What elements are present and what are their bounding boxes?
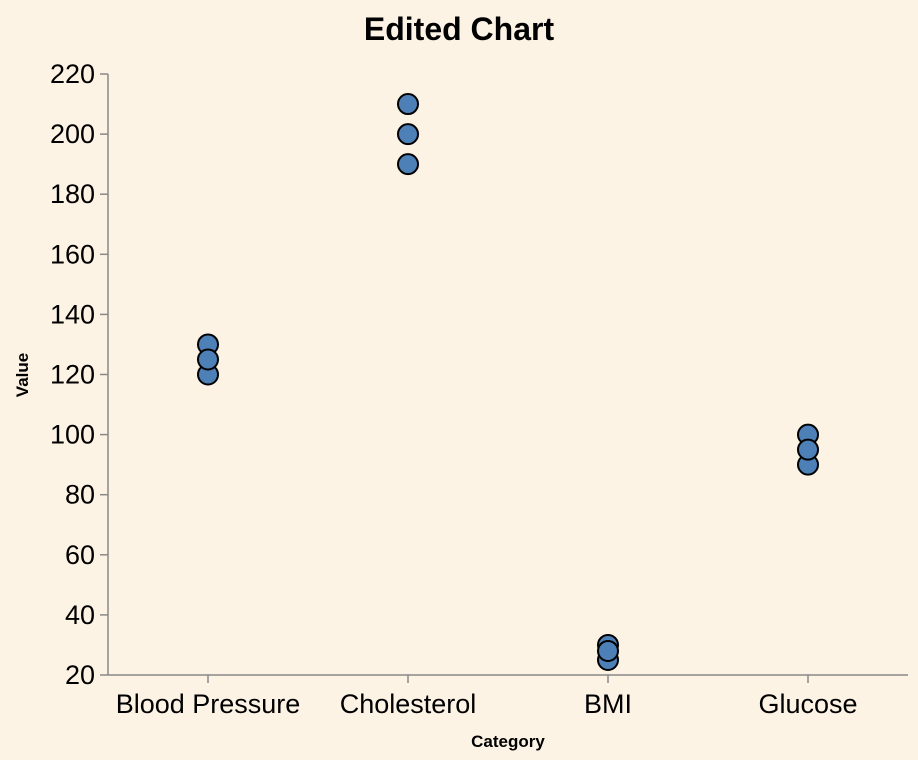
y-tick-label: 200: [50, 119, 95, 149]
y-tick-label: 80: [65, 480, 95, 510]
y-tick-label: 100: [50, 420, 95, 450]
y-tick-label: 160: [50, 239, 95, 269]
x-tick-label: Cholesterol: [340, 689, 477, 719]
y-tick-label: 60: [65, 540, 95, 570]
data-point: [397, 123, 419, 146]
data-point: [397, 93, 419, 116]
data-points: [197, 93, 819, 671]
chart-title: Edited Chart: [364, 11, 555, 47]
data-point: [397, 153, 419, 176]
x-axis: Blood Pressure Cholesterol BMI Glucose: [108, 674, 908, 719]
y-tick-label: 120: [50, 360, 95, 390]
data-point: [197, 348, 219, 371]
x-axis-title: Category: [471, 732, 545, 751]
y-tick-label: 220: [50, 59, 95, 89]
y-tick-label: 20: [65, 660, 95, 690]
x-tick-label: Blood Pressure: [116, 689, 301, 719]
y-axis: 20 40 60 80 100 120 140 160 180 200 220: [50, 59, 109, 690]
y-tick-label: 180: [50, 179, 95, 209]
y-tick-label: 140: [50, 299, 95, 329]
y-tick-label: 40: [65, 600, 95, 630]
data-point: [797, 438, 819, 461]
x-tick-label: Glucose: [758, 689, 857, 719]
data-point: [597, 639, 619, 662]
x-tick-label: BMI: [584, 689, 632, 719]
y-axis-title: Value: [13, 353, 32, 397]
